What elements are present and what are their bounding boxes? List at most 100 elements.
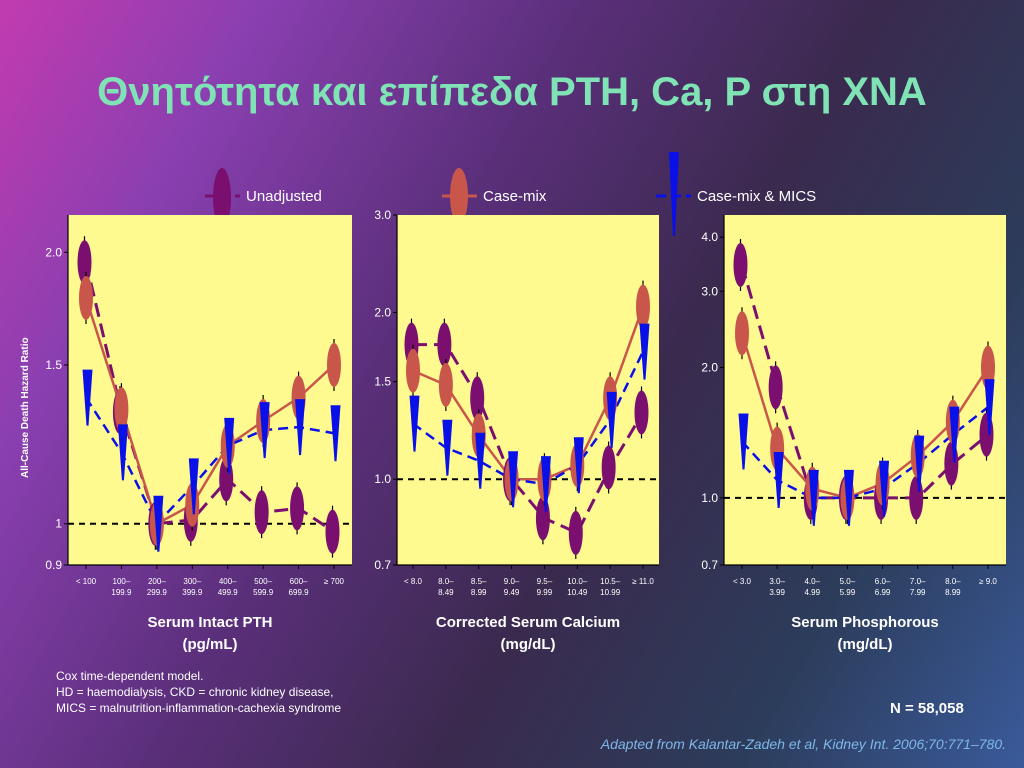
x-tick-label: 9.49 [504, 588, 520, 597]
x-tick-label: 8.99 [945, 588, 961, 597]
data-point-mics [409, 395, 420, 452]
y-tick-label: 0.9 [45, 558, 62, 572]
data-point-mics [949, 406, 960, 463]
x-axis-label-phosphorous-line2: (mg/dL) [837, 636, 893, 653]
x-axis-label-pth-line2: (pg/mL) [182, 636, 238, 653]
x-tick-label: 9.0– [504, 577, 520, 586]
data-point-mics [82, 369, 93, 426]
x-tick-label: 5.0– [840, 577, 856, 586]
data-point-mics [573, 437, 584, 494]
y-tick-label: 1.5 [374, 375, 391, 389]
data-point-mics [738, 413, 749, 470]
chart-panel-1: 0.7 1.0 1.5 2.0 3.0 < 8.0 8.0– 8.49 8.5– 8.99 9.0–… [374, 208, 659, 597]
x-axis-label-phosphorous: Serum Phosphorous (mg/dL) [724, 612, 1006, 656]
data-point-mics [606, 391, 617, 448]
series-line-unadjusted [413, 343, 645, 535]
data-point-case-mix [981, 345, 995, 390]
y-tick-label: 1.5 [45, 358, 62, 372]
y-tick-label: 3.0 [374, 208, 391, 222]
x-axis-label-calcium: Corrected Serum Calcium (mg/dL) [397, 612, 659, 656]
x-tick-label: < 3.0 [733, 577, 752, 586]
data-point-unadjusted [768, 365, 783, 410]
footnote-line-3: MICS = malnutrition-inflammation-cachexi… [56, 701, 342, 715]
y-axis-label: All-Cause Death Hazard Ratio [20, 337, 31, 478]
data-point-mics [773, 451, 784, 508]
x-tick-label: 3.0– [769, 577, 785, 586]
y-tick-label: 1 [55, 517, 62, 531]
footnote-line-2: HD = haemodialysis, CKD = chronic kidney… [56, 685, 334, 699]
data-point-mics [330, 405, 341, 462]
x-tick-label: 400– [219, 577, 237, 586]
chart-panel-2: 0.7 1.0 2.0 3.0 4.0 < 3.0 3.0– 3.99 4.0– 4.99 5.0–… [701, 215, 1006, 597]
data-point-case-mix [114, 387, 129, 432]
y-tick-label: 0.7 [374, 558, 391, 572]
slide-title: Θνητότητα και επίπεδα PTH, Ca, P στη ΧΝΑ [97, 70, 927, 114]
x-tick-label: 699.9 [289, 588, 310, 597]
x-tick-label: 4.0– [804, 577, 820, 586]
data-point-unadjusted [254, 490, 269, 535]
x-axis-label-calcium-line1: Corrected Serum Calcium [435, 614, 621, 631]
series-line-mics [741, 406, 989, 500]
legend-casemix-label: Case-mix [483, 188, 547, 205]
x-tick-label: 100– [113, 577, 131, 586]
series-line-mics [412, 351, 645, 486]
y-tick-label: 2.0 [374, 306, 391, 320]
data-point-mics [843, 469, 854, 526]
y-tick-label: 3.0 [701, 284, 718, 298]
x-tick-label: 10.49 [567, 588, 588, 597]
y-tick-label: 2.0 [45, 245, 62, 259]
x-tick-label: 6.99 [875, 588, 891, 597]
y-tick-label: 1.0 [701, 491, 718, 505]
x-axis-label-phosphorous-line1: Serum Phosphorous [791, 614, 939, 631]
legend-unadjusted-marker [213, 168, 231, 228]
data-point-mics [879, 460, 890, 517]
plot-background [397, 215, 659, 565]
data-point-unadjusted [909, 475, 924, 520]
x-tick-label: 499.9 [218, 588, 239, 597]
data-point-case-mix [327, 342, 341, 387]
data-point-mics [914, 435, 925, 492]
x-tick-label: 8.99 [471, 588, 487, 597]
x-tick-label: 8.5– [471, 577, 487, 586]
data-point-mics [188, 458, 199, 515]
sample-size: N = 58,058 [890, 700, 964, 717]
x-tick-label: 4.99 [804, 588, 820, 597]
x-tick-label: 300– [183, 577, 201, 586]
data-point-case-mix [406, 348, 420, 393]
x-axis-label-pth-line1: Serum Intact PTH [147, 614, 273, 631]
x-tick-label: 7.99 [910, 588, 926, 597]
data-point-case-mix [79, 275, 93, 320]
legend-mics-marker [669, 152, 679, 236]
x-tick-label: 3.99 [769, 588, 785, 597]
data-point-mics [475, 432, 486, 489]
x-tick-label: 8.49 [438, 588, 454, 597]
plot-background [724, 215, 1006, 565]
data-point-unadjusted [325, 509, 340, 554]
x-tick-label: 5.99 [840, 588, 856, 597]
data-point-mics [442, 419, 453, 476]
data-point-mics [259, 402, 270, 459]
data-point-mics [808, 469, 819, 526]
x-tick-label: 8.0– [945, 577, 961, 586]
x-axis-label-calcium-line2: (mg/dL) [500, 636, 556, 653]
data-point-unadjusted [733, 242, 748, 287]
chart-legend: Unadjusted Case-mix Case-mix & MICS [205, 152, 816, 236]
x-tick-label: 8.0– [438, 577, 454, 586]
x-tick-label: < 100 [76, 577, 97, 586]
data-point-unadjusted [470, 376, 485, 421]
data-point-unadjusted [568, 510, 583, 555]
y-tick-label: 2.0 [701, 361, 718, 375]
data-point-case-mix [636, 284, 650, 329]
data-point-unadjusted [601, 445, 616, 490]
x-tick-label: 500– [254, 577, 272, 586]
footnote: Cox time-dependent model. HD = haemodial… [56, 668, 341, 716]
x-tick-label: 10.5– [600, 577, 621, 586]
citation: Adapted from Kalantar-Zadeh et al, Kidne… [600, 736, 1006, 752]
data-point-case-mix [735, 311, 749, 356]
y-tick-label: 4.0 [701, 230, 718, 244]
data-point-mics [117, 424, 128, 481]
x-tick-label: < 8.0 [404, 577, 423, 586]
plot-background [68, 215, 352, 565]
x-tick-label: ≥ 11.0 [632, 577, 654, 586]
